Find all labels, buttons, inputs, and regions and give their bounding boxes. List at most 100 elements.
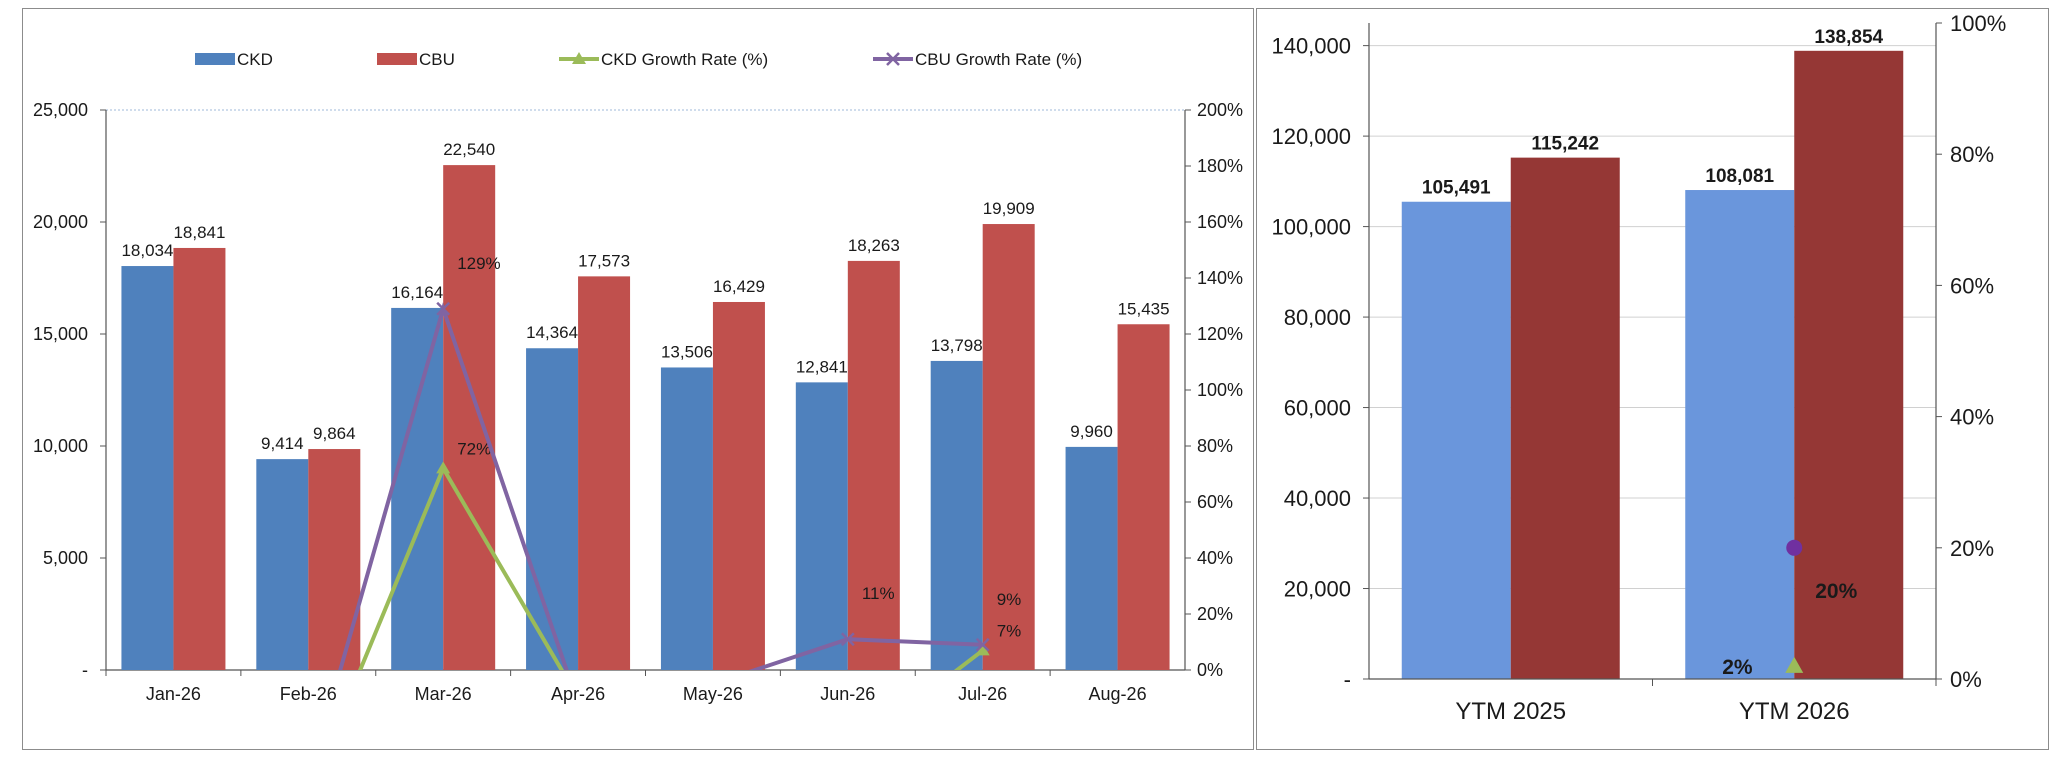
cbu-bar xyxy=(1510,157,1620,680)
ckd-growth-rate-marker xyxy=(436,461,451,474)
ckd-bar-value-label: 18,034 xyxy=(121,241,173,260)
ckd-bar-value-label: 14,364 xyxy=(526,323,578,342)
right-axis-tick-label: 120% xyxy=(1197,324,1243,344)
x-axis-category-label: Apr-26 xyxy=(551,684,605,704)
x-axis-category-label: Jun-26 xyxy=(820,684,875,704)
cbu-bar-value-label: 17,573 xyxy=(578,251,630,270)
right-axis-tick-label: 0% xyxy=(1950,667,1982,692)
cbu-growth-rate-data-label: 11% xyxy=(862,584,895,603)
ckd-bar-value-label: 13,506 xyxy=(661,342,713,361)
cbu-bar xyxy=(308,449,361,670)
right-axis-tick-label: 60% xyxy=(1950,273,1994,298)
ckd-growth-rate-marker xyxy=(1785,656,1804,673)
ytm-ckd-cbu-chart: - 20,000 40,000 60,000 80,000 100,000 120,000 1… xyxy=(1271,11,2006,725)
cbu-bar xyxy=(1794,50,1904,679)
cbu-bar-value-label: 18,841 xyxy=(173,223,225,242)
ckd-bar xyxy=(526,348,579,670)
right-axis-tick-label: 180% xyxy=(1197,156,1243,176)
x-axis-category-label: YTM 2026 xyxy=(1739,698,1850,725)
right-axis-tick-label: 100% xyxy=(1950,11,2006,36)
left-axis-tick-label: 120,000 xyxy=(1271,124,1351,149)
cbu-growth-rate-marker xyxy=(975,637,990,652)
cbu-growth-rate-marker xyxy=(1786,539,1803,556)
x-axis-category-label: May-26 xyxy=(683,684,743,704)
right-axis-tick-label: 80% xyxy=(1950,142,1994,167)
ckd-growth-rate-data-label: 2% xyxy=(1722,656,1753,679)
ckd-growth-rate-data-label: 72% xyxy=(457,439,491,458)
ckd-bar-value-label: 9,960 xyxy=(1070,422,1113,441)
left-axis-tick-label: 20,000 xyxy=(33,212,88,232)
left-axis-tick-label: 20,000 xyxy=(1284,577,1351,602)
ckd-bar xyxy=(256,459,309,670)
ckd-bar-value-label: 13,798 xyxy=(931,336,983,355)
cbu-growth-rate-data-label: 129% xyxy=(457,254,500,273)
x-axis-category-label: Feb-26 xyxy=(280,684,337,704)
left-axis-tick-label: - xyxy=(82,660,88,680)
right-axis-tick-label: 140% xyxy=(1197,268,1243,288)
right-axis-tick-label: 20% xyxy=(1950,536,1994,561)
left-axis-tick-label: 5,000 xyxy=(43,548,88,568)
cbu-legend-label: CBU xyxy=(419,50,455,69)
left-axis-tick-label: 80,000 xyxy=(1284,305,1351,330)
cbu-legend-swatch xyxy=(377,53,417,65)
cbu-growth-rate-legend-label: CBU Growth Rate (%) xyxy=(915,50,1082,69)
ckd-bar-value-label: 108,081 xyxy=(1705,166,1774,187)
cbu-growth-rate-marker xyxy=(436,301,451,316)
x-axis-category-label: Jan-26 xyxy=(146,684,201,704)
cbu-bar-value-label: 15,435 xyxy=(1118,299,1170,318)
ckd-legend-swatch xyxy=(195,53,235,65)
ytm-chart-panel: - 20,000 40,000 60,000 80,000 100,000 120,000 1… xyxy=(1256,8,2049,750)
cbu-bar xyxy=(982,224,1035,671)
left-axis-tick-label: 60,000 xyxy=(1284,396,1351,421)
cbu-bar xyxy=(578,276,631,670)
cbu-bar xyxy=(712,301,765,670)
x-axis-category-label: Aug-26 xyxy=(1089,684,1147,704)
ckd-legend-label: CKD xyxy=(237,50,273,69)
ckd-bar-value-label: 105,491 xyxy=(1422,178,1491,199)
right-axis-tick-label: 40% xyxy=(1950,405,1994,430)
ckd-bar xyxy=(121,266,174,670)
cbu-bar-value-label: 19,909 xyxy=(983,199,1035,218)
cbu-growth-rate-marker xyxy=(840,632,855,647)
ckd-growth-rate-marker xyxy=(975,643,990,656)
ckd-growth-rate-legend-marker xyxy=(572,52,586,64)
ckd-bar xyxy=(1401,201,1511,679)
left-axis-tick-label: 10,000 xyxy=(33,436,88,456)
cbu-bar-value-label: 9,864 xyxy=(313,424,356,443)
ckd-growth-rate-legend-label: CKD Growth Rate (%) xyxy=(601,50,768,69)
ckd-bar-value-label: 16,164 xyxy=(391,283,443,302)
cbu-growth-rate-legend-marker xyxy=(886,52,900,66)
ckd-bar xyxy=(660,367,713,670)
right-axis-tick-label: 160% xyxy=(1197,212,1243,232)
x-axis-category-label: Jul-26 xyxy=(958,684,1007,704)
cbu-bar-value-label: 138,854 xyxy=(1814,27,1883,48)
monthly-chart-panel: - 5,000 10,000 15,000 20,000 25,000 0% 20% 40% 60… xyxy=(22,8,1254,750)
cbu-bar xyxy=(847,260,900,670)
ckd-growth-rate-data-label: 7% xyxy=(997,621,1022,640)
left-axis-tick-label: - xyxy=(1344,667,1351,692)
cbu-bar xyxy=(1117,324,1170,670)
ckd-bar xyxy=(795,382,848,670)
ckd-bar xyxy=(1685,190,1795,679)
cbu-bar-value-label: 22,540 xyxy=(443,140,495,159)
right-axis-tick-label: 100% xyxy=(1197,380,1243,400)
cbu-growth-rate-data-label: 9% xyxy=(997,590,1022,609)
left-axis-tick-label: 140,000 xyxy=(1271,34,1351,59)
right-axis-tick-label: 0% xyxy=(1197,660,1223,680)
x-axis-category-label: YTM 2025 xyxy=(1455,698,1566,725)
left-axis-tick-label: 15,000 xyxy=(33,324,88,344)
left-axis-tick-label: 100,000 xyxy=(1271,215,1351,240)
ckd-bar-value-label: 9,414 xyxy=(261,434,304,453)
cbu-bar xyxy=(173,247,226,670)
ckd-bar xyxy=(1065,446,1118,670)
cbu-bar-value-label: 16,429 xyxy=(713,277,765,296)
cbu-growth-rate-line xyxy=(338,302,983,670)
ckd-growth-rate-line xyxy=(358,463,984,670)
monthly-ckd-cbu-chart: - 5,000 10,000 15,000 20,000 25,000 0% 20% 40% 60… xyxy=(33,50,1243,704)
ckd-bar-value-label: 12,841 xyxy=(796,357,848,376)
right-axis-tick-label: 20% xyxy=(1197,604,1233,624)
cbu-growth-rate-data-label: 20% xyxy=(1815,580,1857,603)
right-axis-tick-label: 60% xyxy=(1197,492,1233,512)
left-axis-tick-label: 25,000 xyxy=(33,100,88,120)
right-axis-tick-label: 200% xyxy=(1197,100,1243,120)
